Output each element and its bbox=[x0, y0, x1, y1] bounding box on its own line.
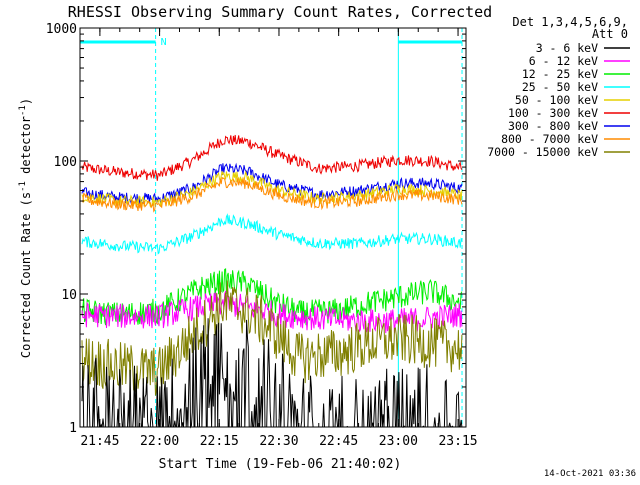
series-line bbox=[81, 134, 463, 181]
night-flag-label: N bbox=[161, 37, 167, 48]
x-axis-label: Start Time (19-Feb-06 21:40:02) bbox=[159, 457, 402, 472]
x-tick-label: 22:15 bbox=[200, 434, 239, 449]
series-50-100-kev bbox=[81, 170, 463, 209]
legend-entry-label: 300 - 800 keV bbox=[508, 119, 598, 133]
legend-header-2: Att 0 bbox=[592, 27, 628, 41]
series-line bbox=[81, 280, 463, 396]
legend-entry-label: 25 - 50 keV bbox=[522, 80, 598, 94]
series-line bbox=[81, 176, 463, 213]
legend-entry-label: 12 - 25 keV bbox=[522, 67, 598, 81]
series-100-300-kev bbox=[81, 134, 463, 181]
chart-title: RHESSI Observing Summary Count Rates, Co… bbox=[68, 3, 492, 21]
series-800-7000-kev bbox=[81, 176, 463, 213]
legend-entry-label: 100 - 300 keV bbox=[508, 106, 598, 120]
y-tick-label: 100 bbox=[54, 155, 77, 170]
x-tick-label: 23:00 bbox=[379, 434, 418, 449]
legend-header-1: Det 1,3,4,5,6,9, bbox=[512, 15, 628, 29]
series-line bbox=[81, 213, 463, 255]
plot-area-border bbox=[79, 27, 467, 428]
plot-frame bbox=[79, 27, 467, 428]
series-line bbox=[81, 170, 463, 209]
axis-ticks: 21:45 22:00 22:15 22:30 22:45 23:00 23:15 1 10 10… bbox=[46, 22, 478, 449]
y-tick-label: 1 bbox=[69, 421, 77, 436]
x-tick-label: 21:45 bbox=[80, 434, 119, 449]
night-flag-layer: N bbox=[80, 28, 463, 427]
series-25-50-kev bbox=[81, 213, 463, 255]
legend-entry-label: 3 - 6 keV bbox=[536, 41, 598, 55]
y-tick-label: 10 bbox=[61, 288, 77, 303]
footer-timestamp: 14-Oct-2021 03:36 bbox=[544, 469, 636, 479]
series-layer bbox=[81, 134, 463, 429]
legend-entry-label: 800 - 7000 keV bbox=[501, 132, 598, 146]
legend-entry-label: 7000 - 15000 keV bbox=[487, 145, 598, 159]
x-tick-label: 22:00 bbox=[140, 434, 179, 449]
x-tick-label: 22:45 bbox=[319, 434, 358, 449]
y-axis-label: Corrected Count Rate (s-1 detector-1) bbox=[18, 98, 33, 358]
series-7000-15000-kev bbox=[81, 280, 463, 396]
x-tick-label: 22:30 bbox=[259, 434, 298, 449]
y-tick-label: 1000 bbox=[46, 22, 77, 37]
legend-entry-label: 50 - 100 keV bbox=[515, 93, 598, 107]
legend-entry-label: 6 - 12 keV bbox=[529, 54, 598, 68]
x-tick-label: 23:15 bbox=[438, 434, 477, 449]
